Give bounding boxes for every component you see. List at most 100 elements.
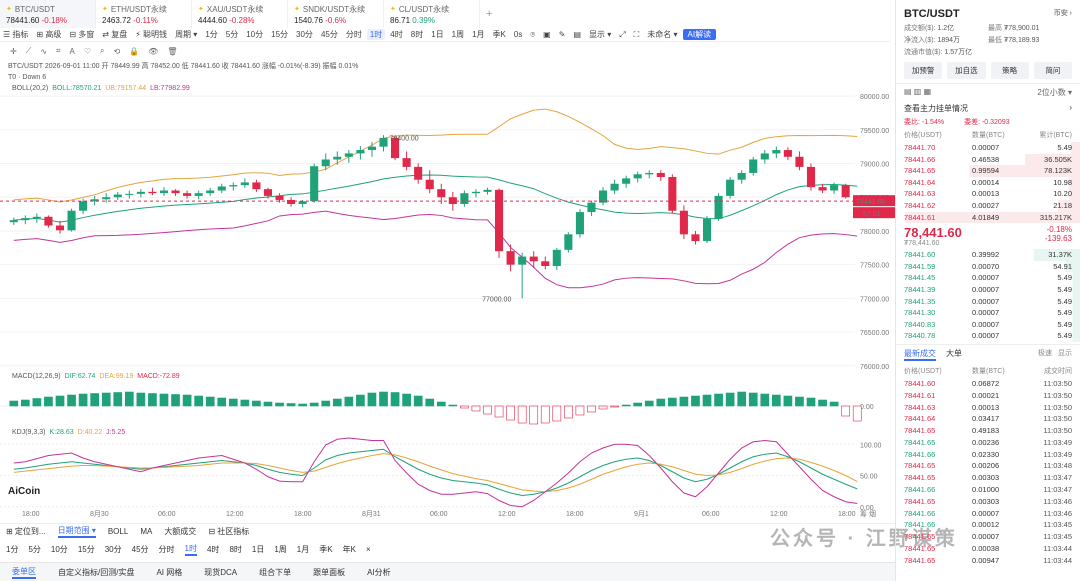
panel-tab[interactable]: AI 网格 xyxy=(156,567,183,577)
candle[interactable] xyxy=(414,166,423,180)
period-item[interactable]: 年K xyxy=(342,544,356,554)
candle[interactable] xyxy=(171,190,180,194)
candle[interactable] xyxy=(113,194,122,198)
candle[interactable] xyxy=(610,183,619,191)
toolbar-item[interactable]: 分时 xyxy=(345,30,362,39)
drawing-tool-icon[interactable]: ⌗ xyxy=(56,46,61,55)
toolbar-item[interactable]: 5分 xyxy=(225,30,239,39)
drawing-tool-icon[interactable]: 🗑 xyxy=(167,46,178,56)
period-item[interactable]: 1日 xyxy=(251,544,265,554)
period-item[interactable]: 45分 xyxy=(131,544,149,554)
period-item[interactable]: 4时 xyxy=(206,544,220,554)
toolbar-item[interactable]: 周期 ▾ xyxy=(175,30,198,39)
candle[interactable] xyxy=(333,156,342,160)
period-item[interactable]: 1分 xyxy=(6,544,19,554)
toolbar-item[interactable]: 显示 ▾ xyxy=(589,30,612,39)
ask-row[interactable]: 78441.66 0.46538 36.505K xyxy=(896,153,1080,166)
chart-svg[interactable]: 80000.0079500.0079000.0078500.0078000.00… xyxy=(0,58,895,520)
period-item[interactable]: 1时 xyxy=(184,543,197,556)
bottom-tool[interactable]: BOLL xyxy=(107,527,129,536)
candle[interactable] xyxy=(159,190,169,194)
ask-row[interactable]: 78441.61 4.01849 315.217K xyxy=(896,211,1080,224)
candle[interactable] xyxy=(795,156,804,167)
candle[interactable] xyxy=(102,197,111,200)
candle[interactable] xyxy=(263,189,273,196)
candle[interactable] xyxy=(541,261,550,266)
candle[interactable] xyxy=(21,218,30,221)
candle[interactable] xyxy=(806,166,816,188)
candle[interactable] xyxy=(529,256,538,262)
candle[interactable] xyxy=(125,193,134,195)
candle[interactable] xyxy=(32,216,41,219)
candle[interactable] xyxy=(206,190,215,194)
period-item[interactable]: 10分 xyxy=(50,544,68,554)
period-item[interactable]: 8时 xyxy=(229,544,242,554)
bid-row[interactable]: 78441.35 0.00007 5.49 xyxy=(896,295,1080,308)
orderbook-view-icons[interactable]: ▤ ▥ ▦ xyxy=(904,87,932,96)
candle[interactable] xyxy=(702,218,712,242)
candle[interactable] xyxy=(437,189,446,198)
candle[interactable] xyxy=(772,150,781,154)
trade-option[interactable]: 极速 xyxy=(1038,349,1052,357)
candle[interactable] xyxy=(240,182,249,186)
bid-row[interactable]: 78441.45 0.00007 5.49 xyxy=(896,272,1080,284)
candle[interactable] xyxy=(252,182,261,190)
depth-select[interactable]: 2位小数 ▾ xyxy=(1037,88,1072,97)
toolbar-item[interactable]: 8时 xyxy=(410,30,424,39)
toolbar-item[interactable]: 1分 xyxy=(205,30,218,39)
ticker-tab[interactable]: ✦ SNDK/USDT永续 1540.76 -0.6% xyxy=(288,0,384,28)
star-icon[interactable]: ✦ xyxy=(102,6,108,13)
trades-tab[interactable]: 最新成交 xyxy=(904,348,936,361)
toolbar-item[interactable]: ⛶ xyxy=(633,29,640,39)
candle[interactable] xyxy=(379,137,388,147)
drawing-tool-icon[interactable]: ✛ xyxy=(10,46,17,56)
bid-row[interactable]: 78441.59 0.00070 54.91 xyxy=(896,260,1080,273)
candle[interactable] xyxy=(148,191,157,194)
toolbar-item[interactable]: ⊞ 高级 xyxy=(36,30,62,39)
bottom-tool[interactable]: 日期范围 ▾ xyxy=(57,525,96,538)
toolbar-item[interactable]: ⚡ 聪明钱 xyxy=(135,30,168,39)
toolbar-item[interactable]: ☰ 指标 xyxy=(3,30,29,39)
candle[interactable] xyxy=(310,166,319,202)
candle[interactable] xyxy=(425,179,434,190)
bottom-tool[interactable]: ⊟ 社区指标 xyxy=(208,527,250,536)
star-icon[interactable]: ✦ xyxy=(6,6,12,13)
period-item[interactable]: × xyxy=(365,544,371,554)
candle[interactable] xyxy=(136,191,145,194)
candle[interactable] xyxy=(714,195,723,219)
toolbar-item[interactable]: 1日 xyxy=(431,30,444,39)
candle[interactable] xyxy=(518,256,527,265)
panel-button[interactable]: 加自选 xyxy=(947,62,986,79)
candle[interactable] xyxy=(321,159,330,167)
candle[interactable] xyxy=(749,159,758,173)
candle[interactable] xyxy=(679,210,688,235)
candle[interactable] xyxy=(818,187,827,191)
toolbar-item[interactable]: 15分 xyxy=(271,30,289,39)
bottom-tool[interactable]: MA xyxy=(140,527,153,536)
candle[interactable] xyxy=(9,220,18,223)
candle[interactable] xyxy=(344,153,353,157)
period-item[interactable]: 分时 xyxy=(158,544,175,554)
trades-tab[interactable]: 大单 xyxy=(946,348,962,358)
toolbar-item[interactable]: 30分 xyxy=(296,30,313,39)
candle[interactable] xyxy=(737,172,746,180)
ticker-tab[interactable]: ✦ XAU/USDT永续 4444.60 -0.28% xyxy=(192,0,288,28)
ticker-tab[interactable]: ✦ BTC/USDT 78441.60 -0.18% xyxy=(0,0,96,28)
period-item[interactable]: 1月 xyxy=(296,544,310,554)
ticker-tab[interactable]: ✦ ETH/USDT永续 2463.72 -0.11% xyxy=(96,0,192,28)
candle[interactable] xyxy=(367,146,376,151)
drawing-tool-icon[interactable]: 🔒 xyxy=(129,46,140,56)
drawing-tool-icon[interactable]: 👁 xyxy=(148,46,159,56)
candle[interactable] xyxy=(495,189,504,252)
bottom-tool[interactable]: ⊞ 定位到... xyxy=(6,527,46,536)
toolbar-item[interactable]: 1时 xyxy=(366,29,386,40)
ticker-tab[interactable]: ✦ CL/USDT永续 86.71 0.39% xyxy=(384,0,480,28)
bid-row[interactable]: 78441.60 0.39992 31.37K xyxy=(896,249,1080,261)
candle[interactable] xyxy=(275,195,284,200)
candle[interactable] xyxy=(391,137,400,159)
candle[interactable] xyxy=(402,158,411,167)
candle[interactable] xyxy=(79,201,88,211)
toolbar-item[interactable]: ⤢ xyxy=(619,29,626,39)
exchange-link[interactable]: 币安 › xyxy=(1053,10,1072,17)
panel-tab[interactable]: 组合下单 xyxy=(259,567,292,577)
